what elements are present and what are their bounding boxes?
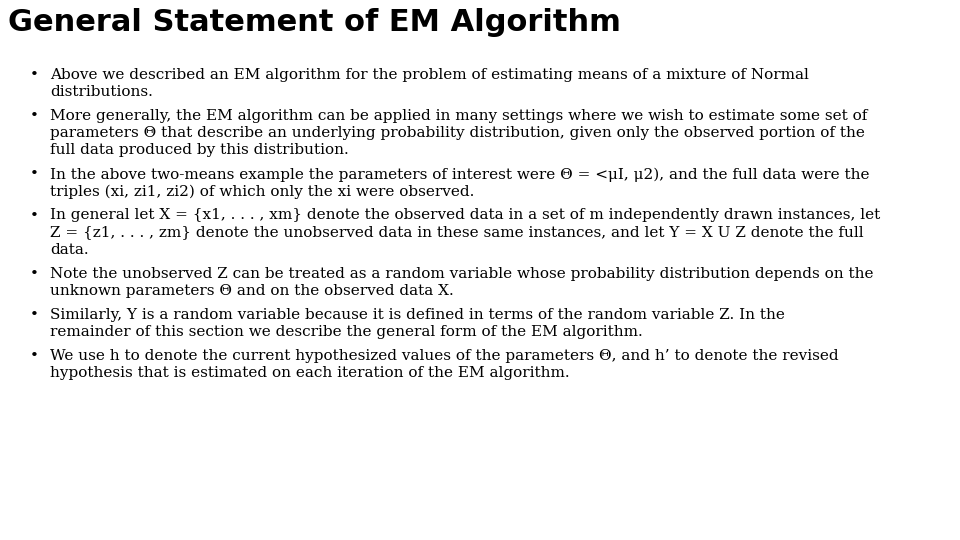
Text: •: • [30,68,38,82]
Text: •: • [30,208,38,222]
Text: In the above two-means example the parameters of interest were Θ = <μI, μ2), and: In the above two-means example the param… [50,167,870,199]
Text: •: • [30,167,38,181]
Text: •: • [30,109,38,123]
Text: More generally, the EM algorithm can be applied in many settings where we wish t: More generally, the EM algorithm can be … [50,109,868,157]
Text: In general let X = {x1, . . . , xm} denote the observed data in a set of m indep: In general let X = {x1, . . . , xm} deno… [50,208,880,256]
Text: •: • [30,349,38,363]
Text: Above we described an EM algorithm for the problem of estimating means of a mixt: Above we described an EM algorithm for t… [50,68,809,99]
Text: General Statement of EM Algorithm: General Statement of EM Algorithm [8,8,621,37]
Text: Similarly, Y is a random variable because it is defined in terms of the random v: Similarly, Y is a random variable becaus… [50,308,785,339]
Text: •: • [30,308,38,322]
Text: Note the unobserved Z can be treated as a random variable whose probability dist: Note the unobserved Z can be treated as … [50,267,874,298]
Text: We use h to denote the current hypothesized values of the parameters Θ, and h’ t: We use h to denote the current hypothesi… [50,349,839,380]
Text: •: • [30,267,38,281]
